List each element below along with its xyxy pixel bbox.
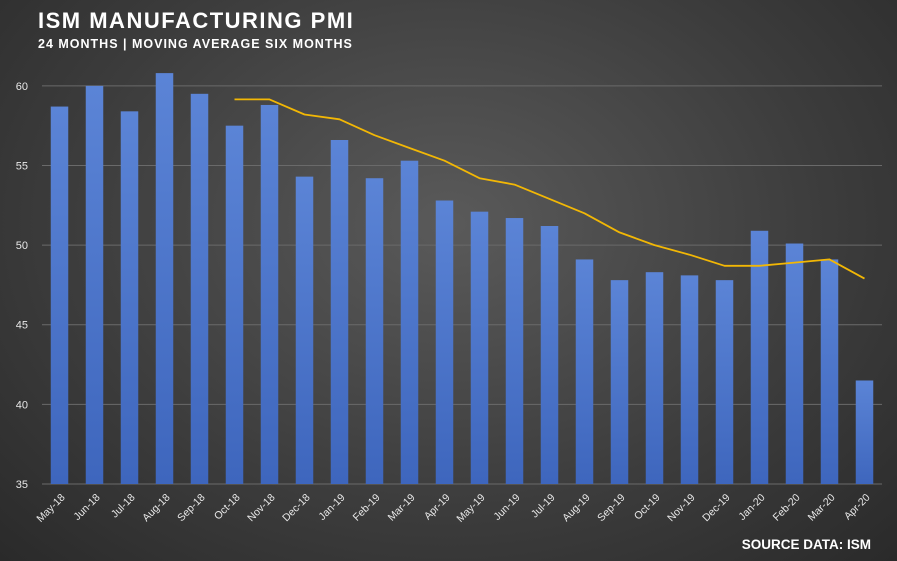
y-tick-label: 55 bbox=[16, 160, 28, 172]
x-tick-label: May-19 bbox=[454, 492, 487, 525]
chart-title: ISM MANUFACTURING PMI bbox=[38, 8, 355, 33]
y-tick-label: 60 bbox=[16, 81, 28, 93]
bar-Dec-18 bbox=[295, 176, 314, 484]
bar-Apr-19 bbox=[435, 200, 454, 484]
x-tick-label: Apr-19 bbox=[422, 492, 453, 523]
bars bbox=[50, 73, 874, 485]
x-tick-label: Mar-20 bbox=[806, 492, 838, 524]
gridlines bbox=[42, 85, 882, 485]
bar-Jan-19 bbox=[330, 140, 349, 484]
bar-Feb-20 bbox=[785, 243, 804, 484]
x-tick-label: Jun-18 bbox=[71, 492, 102, 523]
x-tick-label: Sep-19 bbox=[595, 492, 628, 525]
bar-Nov-18 bbox=[260, 104, 279, 485]
x-tick-label: Apr-20 bbox=[842, 492, 873, 523]
bar-Mar-20 bbox=[820, 259, 839, 484]
x-tick-label: Jul-18 bbox=[109, 492, 138, 521]
moving-average-path bbox=[234, 98, 865, 280]
x-tick-label: Jul-19 bbox=[529, 492, 558, 521]
bar-Aug-18 bbox=[155, 73, 174, 484]
chart-subtitle: 24 MONTHS | MOVING AVERAGE SIX MONTHS bbox=[38, 37, 353, 51]
x-axis-ticks: May-18 Jun-18 Jul-18 Aug-18 Sep-18 Oct-18 Nov-… bbox=[34, 492, 872, 525]
y-tick-label: 35 bbox=[16, 479, 28, 491]
x-tick-label: Jan-20 bbox=[736, 492, 767, 523]
bar-May-19 bbox=[470, 211, 489, 484]
bar-Sep-19 bbox=[610, 280, 629, 484]
x-tick-label: Nov-19 bbox=[665, 492, 698, 525]
y-axis-ticks: 35 40 45 50 55 60 bbox=[16, 81, 28, 491]
bar-May-18 bbox=[50, 106, 69, 485]
bar-Jun-19 bbox=[505, 218, 524, 484]
x-tick-label: Aug-18 bbox=[140, 492, 173, 525]
bar-Nov-19 bbox=[680, 275, 699, 484]
x-tick-label: Nov-18 bbox=[245, 492, 278, 525]
x-tick-label: Dec-18 bbox=[280, 492, 313, 525]
bar-Sep-18 bbox=[190, 93, 209, 484]
x-tick-label: May-18 bbox=[34, 492, 67, 525]
bar-Oct-18 bbox=[225, 125, 244, 485]
source-note: SOURCE DATA: ISM bbox=[741, 537, 871, 552]
y-tick-label: 40 bbox=[16, 399, 28, 411]
x-tick-label: Oct-18 bbox=[212, 492, 243, 523]
y-tick-label: 45 bbox=[16, 320, 28, 332]
bar-Mar-19 bbox=[400, 160, 419, 484]
bar-Apr-20 bbox=[855, 380, 874, 484]
y-tick-label: 50 bbox=[16, 240, 28, 252]
x-tick-label: Oct-19 bbox=[632, 492, 663, 523]
bar-Jun-18 bbox=[85, 85, 104, 484]
bar-Jul-19 bbox=[540, 226, 559, 484]
x-tick-label: Jun-19 bbox=[491, 492, 522, 523]
x-tick-label: Mar-19 bbox=[386, 492, 418, 524]
bar-Jul-18 bbox=[120, 111, 139, 484]
bar-Dec-19 bbox=[715, 280, 734, 484]
x-tick-label: Feb-20 bbox=[771, 492, 803, 524]
bar-Jan-20 bbox=[750, 230, 769, 484]
bar-Oct-19 bbox=[645, 272, 664, 484]
bar-Feb-19 bbox=[365, 178, 384, 484]
x-tick-label: Feb-19 bbox=[351, 492, 383, 524]
x-tick-label: Aug-19 bbox=[560, 492, 593, 525]
x-tick-label: Sep-18 bbox=[175, 492, 208, 525]
x-tick-label: Dec-19 bbox=[700, 492, 733, 525]
bar-Aug-19 bbox=[575, 259, 594, 484]
x-tick-label: Jan-19 bbox=[316, 492, 347, 523]
moving-average-line bbox=[234, 98, 865, 280]
